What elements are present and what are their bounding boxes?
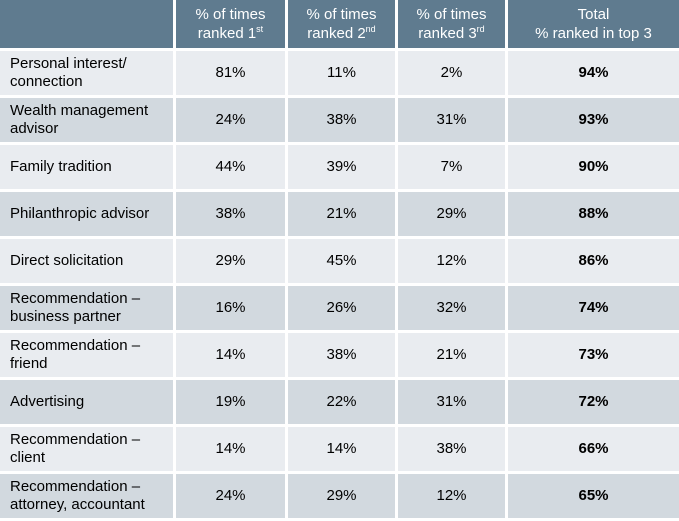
ranked-second-cell: 38% [288,98,398,145]
total-cell: 90% [508,145,679,192]
ranked-third-cell: 31% [398,98,508,145]
header-ranked-third: % of times ranked 3rd [398,0,508,51]
ranked-first-cell: 16% [176,286,288,333]
table-row: Direct solicitation 29% 45% 12% 86% [0,239,679,286]
table-row: Personal interest/connection 81% 11% 2% 94% [0,51,679,98]
table-row: Recommendation – business partner 16% 26% 32… [0,286,679,333]
row-label-cell: Recommendation – friend [0,333,176,380]
row-label-cell: Recommendation – attorney, accountant [0,474,176,521]
header-text-line: ranked 2nd [307,24,376,43]
ranked-second-cell: 21% [288,192,398,239]
row-label-line: Recommendation – [10,290,141,307]
total-cell: 72% [508,380,679,427]
row-label-line: connection [10,73,83,90]
header-text-line: % ranked in top 3 [535,25,652,42]
total-cell: 73% [508,333,679,380]
ranked-first-cell: 14% [176,427,288,474]
ranked-third-cell: 7% [398,145,508,192]
header-text-line: Total [577,6,610,23]
header-label-column [0,0,176,51]
ranked-first-cell: 14% [176,333,288,380]
ranked-second-cell: 14% [288,427,398,474]
total-cell: 65% [508,474,679,521]
table-body: Personal interest/connection 81% 11% 2% 94% W… [0,51,679,521]
ranked-first-cell: 38% [176,192,288,239]
row-label-cell: Family tradition [0,145,176,192]
row-label-line: friend [10,355,48,372]
row-label-line: Recommendation – [10,337,141,354]
row-label-line: Advertising [10,393,85,410]
header-text-line: ranked 1st [197,24,264,43]
row-label-cell: Recommendation – business partner [0,286,176,333]
ranked-second-cell: 22% [288,380,398,427]
ranked-third-cell: 21% [398,333,508,380]
table-row: Recommendation – friend 14% 38% 21% 73% [0,333,679,380]
row-label-cell: Personal interest/connection [0,51,176,98]
header-ranked-second: % of times ranked 2nd [288,0,398,51]
row-label-line: advisor [10,120,59,137]
row-label-line: Recommendation – [10,478,141,495]
table-row: Wealth management advisor 24% 38% 31% 93% [0,98,679,145]
ranked-first-cell: 24% [176,474,288,521]
ranked-first-cell: 81% [176,51,288,98]
row-label-cell: Philanthropic advisor [0,192,176,239]
ranked-second-cell: 45% [288,239,398,286]
ranked-first-cell: 44% [176,145,288,192]
total-cell: 66% [508,427,679,474]
header-total-top-three: Total % ranked in top 3 [508,0,679,51]
ranked-third-cell: 38% [398,427,508,474]
header-text-line: ranked 3rd [418,24,485,43]
row-label-line: business partner [10,308,121,325]
row-label-line: Family tradition [10,158,112,175]
ranked-second-cell: 38% [288,333,398,380]
ranked-third-cell: 12% [398,239,508,286]
table-row: Philanthropic advisor 38% 21% 29% 88% [0,192,679,239]
total-cell: 93% [508,98,679,145]
header-ranked-first: % of times ranked 1st [176,0,288,51]
row-label-cell: Recommendation – client [0,427,176,474]
row-label-line: Wealth management [10,102,149,119]
row-label-line: Recommendation – [10,431,141,448]
row-label-cell: Wealth management advisor [0,98,176,145]
row-label-line: Philanthropic advisor [10,205,150,222]
ordinal-suffix: rd [476,24,485,34]
header-text-line: % of times [306,6,377,23]
row-label-line: Direct solicitation [10,252,124,269]
ranked-first-cell: 29% [176,239,288,286]
row-label-cell: Advertising [0,380,176,427]
ranked-third-cell: 31% [398,380,508,427]
ranked-second-cell: 39% [288,145,398,192]
row-label-line: Personal interest/ [10,55,127,72]
ranked-third-cell: 2% [398,51,508,98]
header-text-line: % of times [416,6,487,23]
total-cell: 74% [508,286,679,333]
total-cell: 86% [508,239,679,286]
ranked-third-cell: 29% [398,192,508,239]
ranked-second-cell: 29% [288,474,398,521]
table-header-row: % of times ranked 1st % of times ranked 2n… [0,0,679,51]
total-cell: 88% [508,192,679,239]
table-row: Recommendation – attorney, accountant 24% 2… [0,474,679,521]
row-label-cell: Direct solicitation [0,239,176,286]
ranked-third-cell: 12% [398,474,508,521]
ranked-second-cell: 26% [288,286,398,333]
row-label-line: attorney, accountant [10,496,145,513]
ranked-first-cell: 24% [176,98,288,145]
row-label-line: client [10,449,46,466]
table-row: Recommendation – client 14% 14% 38% 66% [0,427,679,474]
ordinal-suffix: nd [365,24,376,34]
header-text-line: % of times [195,6,266,23]
ranked-second-cell: 11% [288,51,398,98]
ranked-third-cell: 32% [398,286,508,333]
total-cell: 94% [508,51,679,98]
table-row: Family tradition 44% 39% 7% 90% [0,145,679,192]
ranked-first-cell: 19% [176,380,288,427]
ordinal-suffix: st [256,24,264,34]
table-row: Advertising 19% 22% 31% 72% [0,380,679,427]
